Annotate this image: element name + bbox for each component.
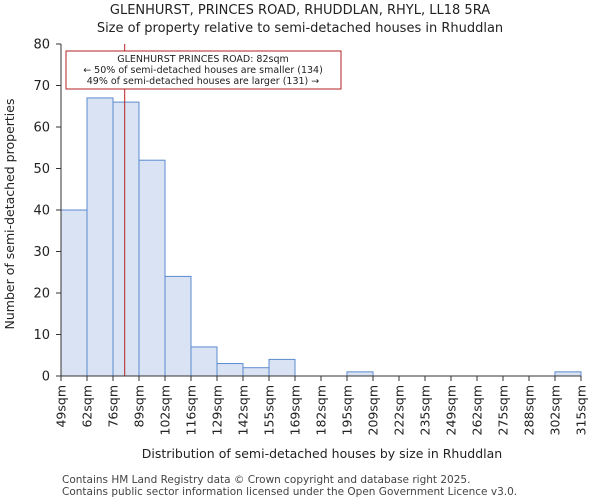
histogram-bar bbox=[112, 101, 140, 377]
y-tick-label: 80 bbox=[33, 38, 50, 53]
x-tick-label: 275sqm bbox=[496, 385, 511, 435]
histogram-bar bbox=[216, 363, 244, 377]
x-tick-label: 302sqm bbox=[548, 385, 563, 435]
x-tick-label: 195sqm bbox=[340, 385, 355, 435]
y-tick-label: 30 bbox=[33, 245, 50, 260]
x-tick-label: 182sqm bbox=[314, 385, 329, 435]
y-axis-label: Number of semi-detached properties bbox=[2, 99, 17, 330]
x-tick-label: 102sqm bbox=[158, 385, 173, 435]
annotation-box: GLENHURST PRINCES ROAD: 82sqm ← 50% of s… bbox=[65, 50, 342, 90]
histogram-bar bbox=[60, 209, 88, 377]
x-tick-label: 49sqm bbox=[54, 385, 69, 428]
y-tick-label: 10 bbox=[33, 328, 50, 343]
y-tick-label: 0 bbox=[42, 370, 50, 385]
y-tick-label: 70 bbox=[33, 79, 50, 94]
histogram-bar bbox=[190, 346, 218, 377]
annotation-line-3: 49% of semi-detached houses are larger (… bbox=[87, 76, 320, 87]
y-tick-label: 40 bbox=[33, 204, 50, 219]
x-tick-label: 169sqm bbox=[288, 385, 303, 435]
x-tick-label: 315sqm bbox=[574, 385, 589, 435]
x-tick-label: 262sqm bbox=[470, 385, 485, 435]
annotation-line-2: ← 50% of semi-detached houses are smalle… bbox=[83, 65, 323, 76]
chart-title: GLENHURST, PRINCES ROAD, RHUDDLAN, RHYL,… bbox=[109, 3, 491, 18]
histogram-bar bbox=[554, 371, 582, 377]
x-tick-label: 89sqm bbox=[132, 385, 147, 428]
x-tick-label: 142sqm bbox=[236, 385, 251, 435]
x-tick-label: 76sqm bbox=[106, 385, 121, 428]
histogram-bar bbox=[86, 97, 114, 377]
chart-subtitle: Size of property relative to semi-detach… bbox=[96, 21, 504, 36]
x-tick-label: 249sqm bbox=[444, 385, 459, 435]
footer-line-1: Contains HM Land Registry data © Crown c… bbox=[62, 474, 471, 486]
x-tick-label: 235sqm bbox=[418, 385, 433, 435]
x-tick-label: 129sqm bbox=[210, 385, 225, 435]
footer-line-2: Contains public sector information licen… bbox=[62, 486, 518, 498]
x-tick-label: 116sqm bbox=[184, 385, 199, 435]
histogram-bar bbox=[164, 275, 192, 377]
histogram-bar bbox=[138, 159, 166, 377]
x-tick-label: 209sqm bbox=[366, 385, 381, 435]
histogram-bar bbox=[242, 367, 270, 377]
x-tick-label: 288sqm bbox=[522, 385, 537, 435]
x-axis-label: Distribution of semi-detached houses by … bbox=[142, 446, 502, 461]
x-tick-label: 222sqm bbox=[392, 385, 407, 435]
y-tick-label: 50 bbox=[33, 162, 50, 177]
x-tick-label: 62sqm bbox=[80, 385, 95, 428]
annotation-line-1: GLENHURST PRINCES ROAD: 82sqm bbox=[117, 54, 289, 65]
histogram-bar bbox=[346, 371, 374, 377]
y-tick-label: 20 bbox=[33, 287, 50, 302]
histogram-bar bbox=[268, 358, 296, 377]
x-tick-label: 155sqm bbox=[262, 385, 277, 435]
y-tick-label: 60 bbox=[33, 121, 50, 136]
